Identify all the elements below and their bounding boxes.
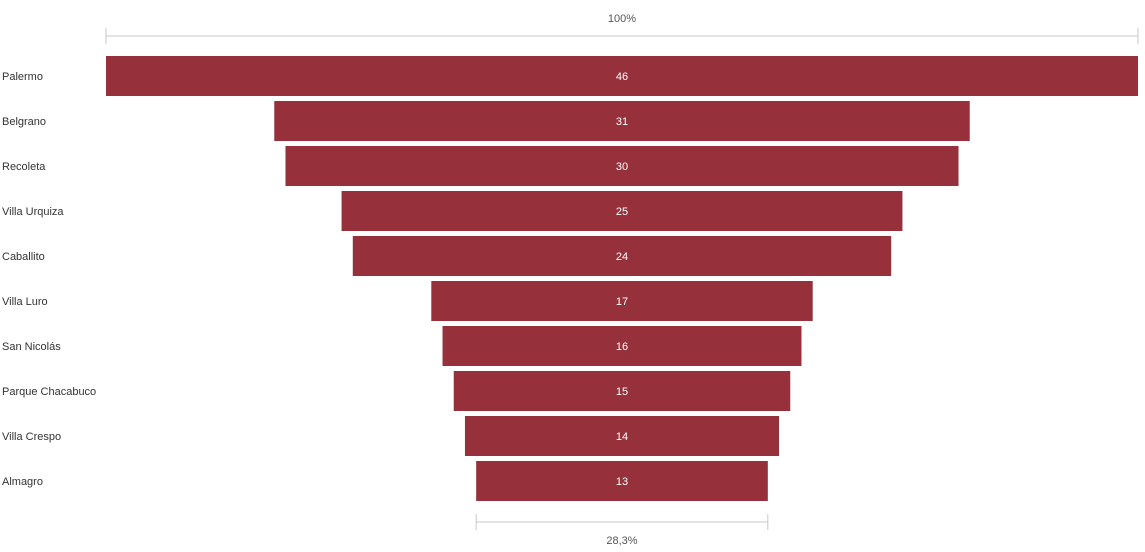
funnel-bar[interactable] <box>442 326 802 366</box>
category-label: Palermo <box>2 71 43 83</box>
top-percent-label: 100% <box>608 13 636 25</box>
bottom-percent-bracket <box>475 514 769 530</box>
funnel-bar[interactable] <box>274 101 970 141</box>
category-label: Villa Crespo <box>2 431 61 443</box>
bar-value-label: 25 <box>616 206 628 218</box>
category-label: Recoleta <box>2 161 46 173</box>
top-percent-bracket <box>105 28 1139 44</box>
funnel-bar[interactable] <box>106 56 1138 96</box>
bar-value-label: 46 <box>616 71 628 83</box>
category-label: Belgrano <box>2 116 46 128</box>
category-label: Parque Chacabuco <box>2 386 96 398</box>
bottom-percent-label: 28,3% <box>606 535 637 547</box>
funnel-bar[interactable] <box>341 191 903 231</box>
category-label: Caballito <box>2 251 45 263</box>
bar-value-label: 16 <box>616 341 628 353</box>
funnel-bars: 46 31 30 25 24 17 16 15 14 13 <box>106 56 1138 501</box>
funnel-bar[interactable] <box>453 371 791 411</box>
funnel-bar[interactable] <box>476 461 768 501</box>
bar-value-label: 15 <box>616 386 628 398</box>
category-label: Villa Luro <box>2 296 48 308</box>
funnel-bar[interactable] <box>352 236 892 276</box>
bar-value-label: 24 <box>616 251 628 263</box>
bar-value-label: 30 <box>616 161 628 173</box>
funnel-bar[interactable] <box>285 146 959 186</box>
category-label: Almagro <box>2 476 43 488</box>
category-label: San Nicolás <box>2 341 61 353</box>
bar-value-label: 13 <box>616 476 628 488</box>
bar-value-label: 31 <box>616 116 628 128</box>
category-labels: Palermo Belgrano Recoleta Villa Urquiza Caba… <box>2 71 96 488</box>
funnel-bar[interactable] <box>464 416 780 456</box>
funnel-bar[interactable] <box>431 281 813 321</box>
bar-value-label: 17 <box>616 296 628 308</box>
category-label: Villa Urquiza <box>2 206 64 218</box>
bar-value-label: 14 <box>616 431 628 443</box>
